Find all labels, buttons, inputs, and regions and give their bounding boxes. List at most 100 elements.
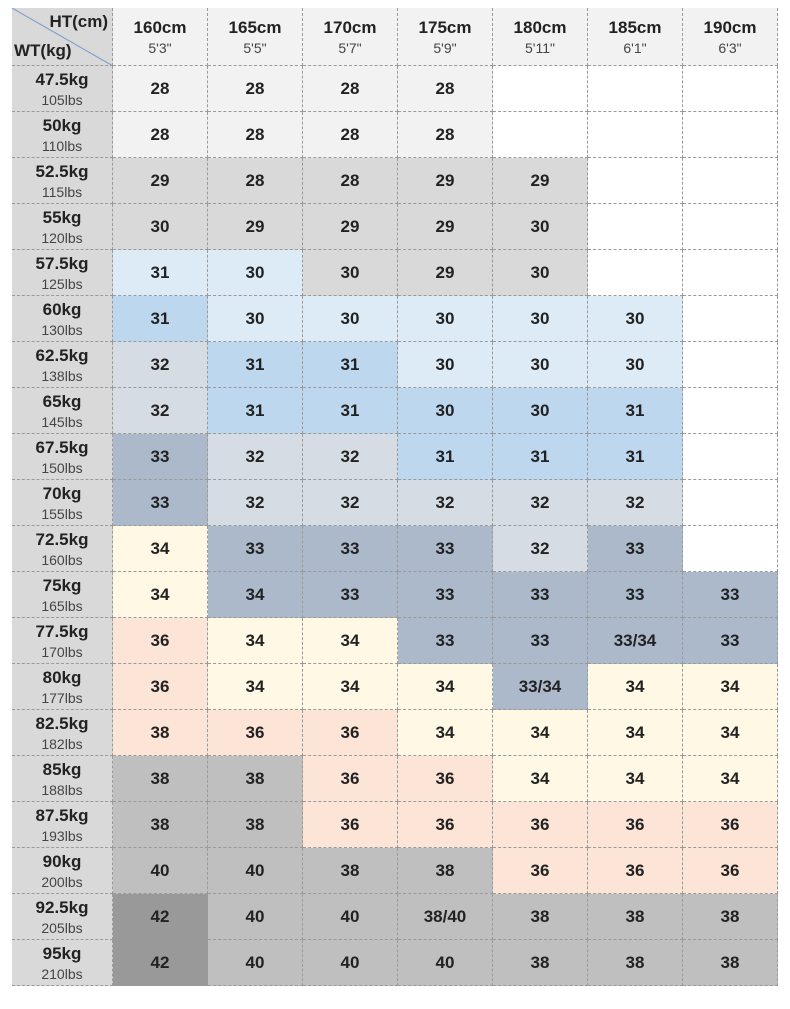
- size-value: 30: [625, 308, 645, 328]
- size-value: 34: [150, 584, 170, 604]
- size-cell: 28: [208, 112, 303, 158]
- size-value: 36: [625, 814, 645, 834]
- size-cell: [683, 480, 778, 526]
- size-cell: 28: [303, 112, 398, 158]
- weight-lbs: 210lbs: [41, 965, 83, 982]
- size-value: 32: [340, 446, 360, 466]
- size-cell: 36: [303, 756, 398, 802]
- size-value: 38: [245, 768, 265, 788]
- size-value: 32: [150, 400, 170, 420]
- size-cell: 38: [208, 756, 303, 802]
- column-header: 170cm 5'7": [303, 8, 398, 66]
- size-cell: 38: [683, 940, 778, 986]
- size-value: 34: [530, 768, 550, 788]
- weight-kg: 52.5kg: [35, 161, 89, 181]
- size-value: 29: [435, 262, 455, 282]
- size-cell: 42: [113, 894, 208, 940]
- size-value: 40: [340, 952, 360, 972]
- height-label: HT(cm): [49, 12, 108, 31]
- size-cell: 36: [588, 802, 683, 848]
- size-value: 30: [530, 262, 550, 282]
- weight-lbs: 160lbs: [41, 551, 83, 568]
- size-value: 34: [245, 630, 265, 650]
- size-cell: [683, 112, 778, 158]
- size-cell: 33: [208, 526, 303, 572]
- size-value: 30: [530, 354, 550, 374]
- size-cell: 36: [303, 802, 398, 848]
- size-cell: 34: [493, 710, 588, 756]
- weight-kg: 72.5kg: [35, 529, 89, 549]
- weight-kg: 67.5kg: [35, 437, 89, 457]
- weight-lbs: 115lbs: [41, 183, 83, 200]
- size-cell: 33: [398, 572, 493, 618]
- size-value: 33: [150, 446, 170, 466]
- size-value: 33: [530, 584, 550, 604]
- size-value: 38: [150, 722, 170, 742]
- size-cell: [683, 526, 778, 572]
- weight-label-cell: 75kg 165lbs: [12, 572, 113, 618]
- size-value: 38: [625, 906, 645, 926]
- size-cell: 32: [588, 480, 683, 526]
- size-cell: [683, 296, 778, 342]
- size-value: 36: [625, 860, 645, 880]
- size-cell: 38: [588, 940, 683, 986]
- size-value: 38: [720, 906, 740, 926]
- size-cell: 33: [303, 572, 398, 618]
- size-value: 34: [245, 584, 265, 604]
- size-cell: 33: [398, 526, 493, 572]
- size-value: 38: [720, 952, 740, 972]
- weight-lbs: 130lbs: [41, 321, 83, 338]
- weight-lbs: 182lbs: [41, 735, 83, 752]
- size-cell: 34: [588, 664, 683, 710]
- size-value: 29: [435, 170, 455, 190]
- size-value: 34: [150, 538, 170, 558]
- size-value: 33: [720, 630, 740, 650]
- size-value: 31: [530, 446, 550, 466]
- size-value: 28: [245, 78, 265, 98]
- size-value: 30: [530, 308, 550, 328]
- weight-kg: 80kg: [42, 667, 82, 687]
- weight-kg: 85kg: [42, 759, 82, 779]
- column-header: 175cm 5'9": [398, 8, 493, 66]
- size-cell: 30: [208, 250, 303, 296]
- size-cell: 30: [493, 250, 588, 296]
- size-value: 31: [245, 400, 265, 420]
- size-value: 33: [625, 538, 645, 558]
- size-value: 36: [245, 722, 265, 742]
- size-cell: 30: [398, 296, 493, 342]
- weight-label-cell: 70kg 155lbs: [12, 480, 113, 526]
- size-cell: 38: [398, 848, 493, 894]
- size-value: 33: [530, 630, 550, 650]
- size-cell: 29: [113, 158, 208, 204]
- weight-lbs: 155lbs: [41, 505, 83, 522]
- weight-lbs: 150lbs: [41, 459, 83, 476]
- column-header: 190cm 6'3": [683, 8, 778, 66]
- size-value: 34: [720, 722, 740, 742]
- size-cell: 29: [398, 158, 493, 204]
- size-cell: 42: [113, 940, 208, 986]
- size-value: 38: [530, 906, 550, 926]
- weight-lbs: 200lbs: [41, 873, 83, 890]
- weight-lbs: 170lbs: [41, 643, 83, 660]
- weight-kg: 75kg: [42, 575, 82, 595]
- size-value: 31: [150, 262, 170, 282]
- size-value: 31: [625, 446, 645, 466]
- size-cell: 28: [113, 112, 208, 158]
- size-cell: 36: [398, 802, 493, 848]
- size-value: 32: [530, 538, 550, 558]
- weight-lbs: 105lbs: [41, 91, 83, 108]
- size-cell: 33: [683, 572, 778, 618]
- size-value: 32: [625, 492, 645, 512]
- size-cell: 31: [398, 434, 493, 480]
- size-cell: [588, 112, 683, 158]
- size-value: 31: [150, 308, 170, 328]
- weight-label-cell: 55kg 120lbs: [12, 204, 113, 250]
- size-cell: [588, 204, 683, 250]
- size-value: 33: [435, 538, 455, 558]
- size-cell: 28: [398, 66, 493, 112]
- size-cell: 29: [493, 158, 588, 204]
- size-value: 30: [530, 216, 550, 236]
- height-cm: 185cm: [608, 17, 662, 37]
- size-cell: 30: [493, 296, 588, 342]
- column-header: 185cm 6'1": [588, 8, 683, 66]
